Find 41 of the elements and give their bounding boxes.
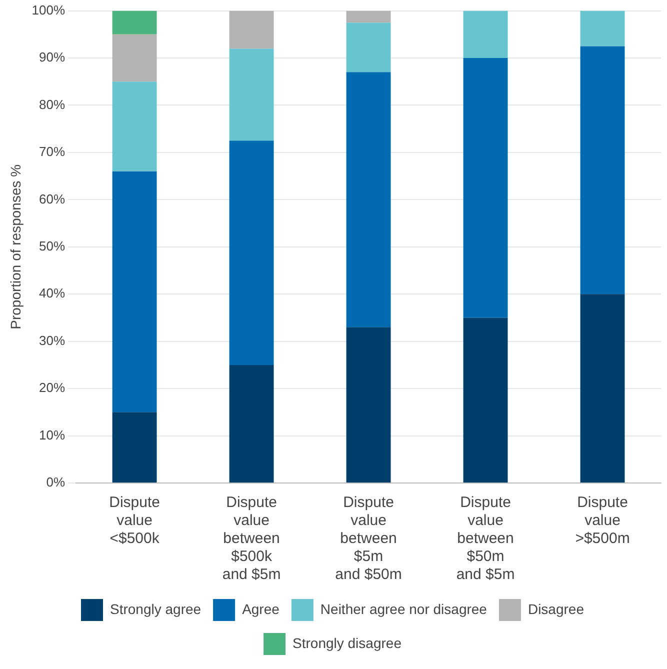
y-tick-label: 0% [46,474,66,490]
y-tick-label: 30% [39,332,66,348]
legend-label: Neither agree nor disagree [320,600,488,617]
y-tick-label: 50% [39,238,66,254]
y-tick-label: 80% [39,96,66,112]
bar [463,318,508,482]
bar [112,82,157,172]
bar [112,412,157,482]
bar [346,327,391,482]
legend-label: Disagree [528,600,584,617]
legend-label: Strongly disagree [292,634,402,651]
x-tick-label: Dispute value between $50m and $5m [456,494,515,584]
y-tick-label: 90% [39,50,66,65]
x-tick-label: Dispute value <$500k [109,494,160,548]
bar [229,10,274,49]
bar [229,364,274,482]
y-tick-label: 40% [39,286,66,301]
legend-label: Strongly agree [110,600,202,617]
bar [112,34,157,82]
y-tick-label: 20% [39,380,66,396]
y-tick-label: 70% [39,144,66,160]
y-axis-title: Proportion of responses % [7,164,24,330]
bar [463,58,508,318]
y-tick-label: 60% [39,191,66,206]
bar [580,46,625,294]
bar [580,294,625,482]
y-tick-label: 10% [39,427,66,442]
x-tick-label: Dispute value between $5m and $50m [335,494,402,584]
x-tick-label: Dispute value between $500k and $5m [222,494,281,584]
bar [346,10,391,23]
bar [346,22,391,72]
bar [229,48,274,141]
bar [112,171,157,412]
bar [112,10,157,34]
legend-label: Agree [242,600,280,617]
y-tick-label: 100% [32,2,66,18]
bar [229,140,274,365]
bar [580,10,625,46]
bar [463,10,508,58]
x-tick-label: Dispute value >$500m [575,494,630,548]
bar [346,72,391,328]
